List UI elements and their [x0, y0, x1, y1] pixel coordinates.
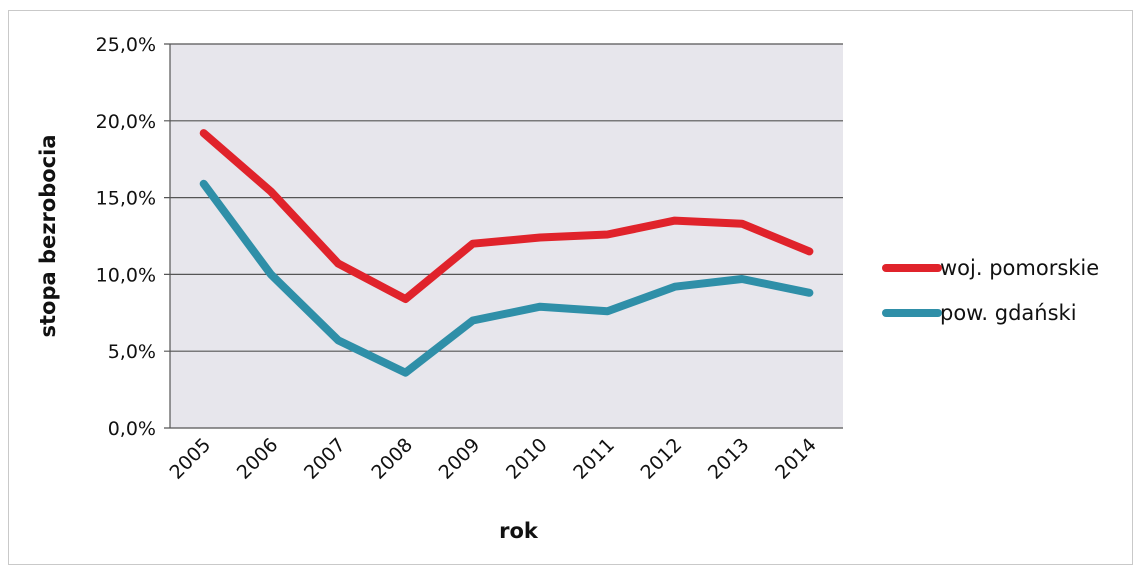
x-axis-title: rok — [499, 519, 539, 543]
series-line — [199, 129, 814, 303]
x-tick-label: 2009 — [435, 434, 485, 484]
x-tick-label: 2007 — [300, 434, 350, 484]
x-tick-label: 2013 — [704, 434, 754, 484]
y-tick-label: 25,0% — [96, 34, 156, 56]
series-lines — [199, 129, 814, 377]
y-tick-labels: 0,0% 5,0% 10,0% 15,0% 20,0% 25,0% — [96, 34, 156, 440]
y-tick-label: 0,0% — [108, 418, 156, 440]
x-tick-labels: 2005 2006 2007 2008 2009 2010 2011 2012 2013 2014 — [165, 434, 820, 484]
y-tick-label: 20,0% — [96, 111, 156, 133]
plot-area — [170, 44, 843, 428]
legend-label: pow. gdański — [940, 301, 1077, 325]
x-tick-label: 2011 — [569, 434, 619, 484]
x-tick-label: 2014 — [771, 434, 821, 484]
y-tick-label: 5,0% — [108, 341, 156, 363]
gridlines — [164, 43, 843, 429]
series-line — [199, 179, 814, 377]
x-tick-label: 2012 — [637, 434, 687, 484]
y-tick-label: 10,0% — [96, 264, 156, 286]
x-tick-label: 2005 — [165, 434, 215, 484]
x-tick-label: 2008 — [367, 434, 417, 484]
legend: woj. pomorskie pow. gdański — [882, 256, 1099, 325]
legend-label: woj. pomorskie — [940, 256, 1099, 280]
y-axis-title: stopa bezrobocia — [36, 134, 60, 337]
x-tick-label: 2010 — [502, 434, 552, 484]
x-tick-label: 2006 — [233, 434, 283, 484]
y-tick-label: 15,0% — [96, 188, 156, 210]
